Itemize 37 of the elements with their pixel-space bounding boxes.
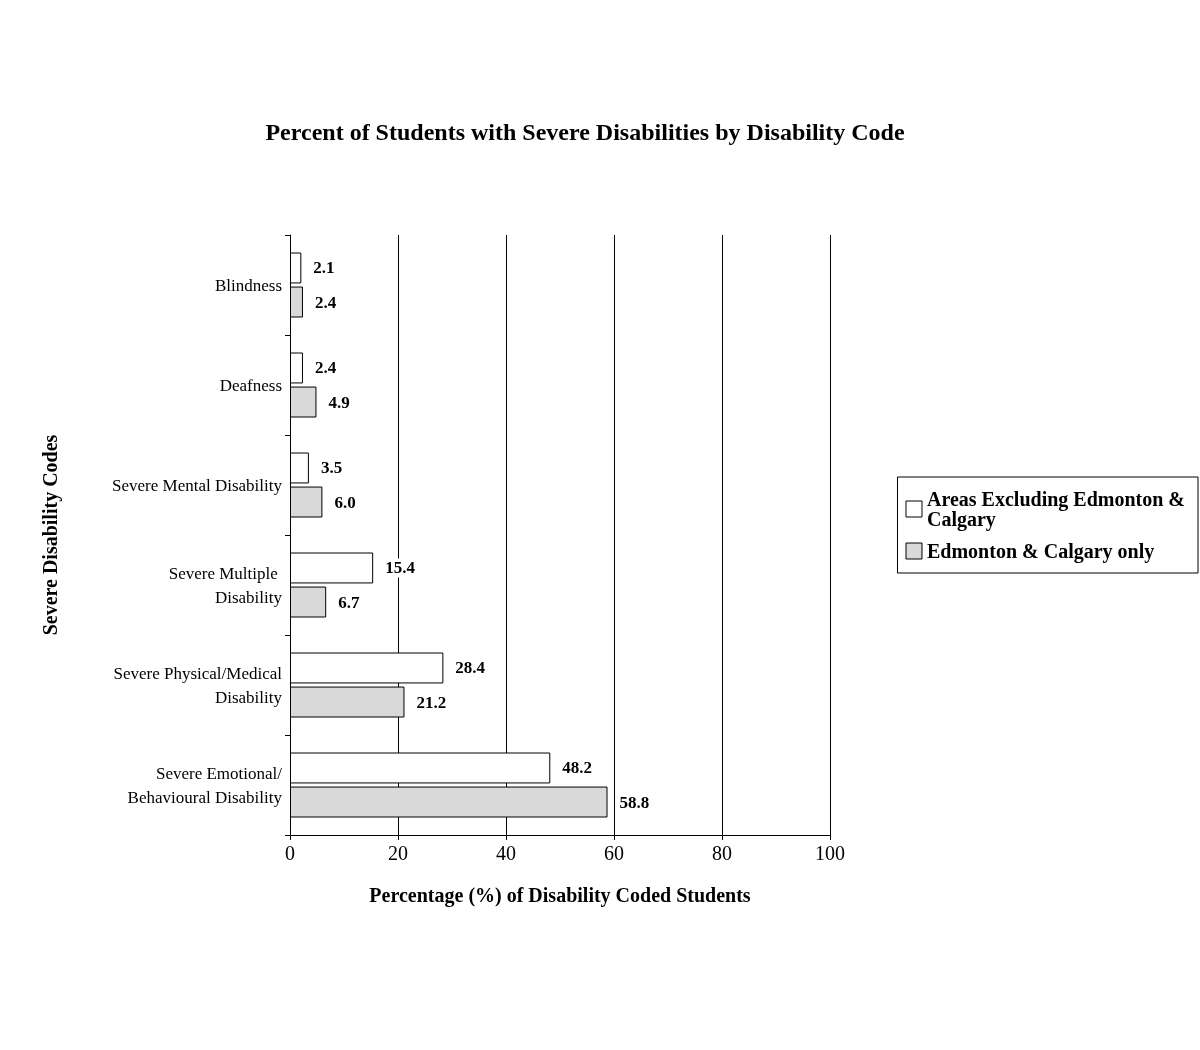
data-label: 2.4 [314,292,337,312]
bar [290,252,302,284]
x-tick-label: 80 [712,842,732,864]
bar [290,486,323,518]
y-axis-title: Severe Disability Codes [39,434,62,636]
y-tick-label: Severe Mental Disability [112,475,283,495]
chart-title: Percent of Students with Severe Disabilities by Disability Code [265,119,905,145]
bar [290,452,309,484]
x-tick-label: 20 [388,842,408,864]
data-label: 15.4 [385,558,416,578]
x-tick-label: 0 [285,842,295,864]
y-tick-label: Severe Multiple Disability [168,563,283,607]
data-label: 48.2 [562,758,593,778]
y-tick-label: Blindness [214,275,282,295]
data-label: 6.7 [338,592,360,612]
data-label: 4.9 [328,392,350,412]
y-tick-label: Severe Physical/Medical Disability [113,663,283,707]
data-label: 2.1 [313,258,335,278]
bar [290,386,317,418]
data-label: 21.2 [416,692,447,712]
data-label: 58.8 [619,792,650,812]
y-tick-label: Severe Emotional/Behavioural Disability [127,763,283,807]
bar [290,586,327,618]
y-tick-label: Deafness [219,375,282,395]
data-label: 2.4 [314,358,337,378]
bar [290,286,303,318]
x-tick-label: 100 [815,842,845,864]
bar [290,352,303,384]
x-axis-title: Percentage (%) of Disability Coded Students [369,884,751,907]
x-tick-label: 40 [496,842,516,864]
x-tick-label: 60 [604,842,624,864]
data-label: 3.5 [320,458,343,478]
bar [290,552,374,584]
data-label: 6.0 [334,492,356,512]
data-label: 28.4 [455,658,486,678]
legend-label: Edmonton & Calgary only [926,540,1155,563]
legend-label: Areas Excluding Edmonton & Calgary [926,488,1191,531]
